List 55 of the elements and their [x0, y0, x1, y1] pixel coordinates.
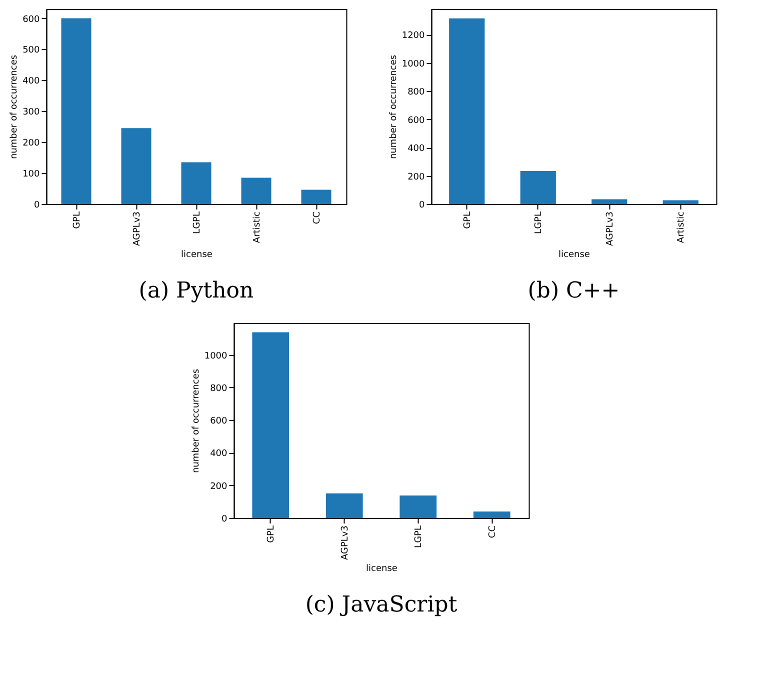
x-tick-label: GPL: [266, 526, 277, 543]
x-tick-label: AGPLv3: [340, 526, 350, 560]
bar: [326, 493, 363, 518]
y-tick-label: 300: [22, 108, 40, 118]
x-axis-title: license: [366, 564, 398, 574]
y-tick-label: 1000: [402, 59, 426, 70]
y-tick-label: 400: [210, 449, 228, 460]
x-tick-label: AGPLv3: [132, 212, 142, 246]
bar: [252, 332, 290, 518]
bar: [61, 18, 92, 204]
x-tick-label: AGPLv3: [605, 212, 616, 246]
y-tick-label: 500: [22, 46, 40, 56]
bar: [301, 190, 332, 204]
y-tick-label: 1000: [204, 351, 228, 362]
bar: [473, 511, 510, 518]
y-tick-label: 200: [408, 172, 426, 182]
y-axis-title: number of occurrences: [10, 54, 20, 160]
x-tick-label: LGPL: [414, 526, 424, 548]
bar: [662, 200, 698, 204]
bar: [400, 495, 437, 518]
x-tick-label: LGPL: [534, 212, 544, 234]
x-tick-label: GPL: [462, 212, 473, 229]
bar: [449, 18, 485, 204]
bar: [121, 128, 152, 204]
y-tick-label: 600: [210, 416, 228, 427]
y-tick-label: 1200: [402, 31, 426, 42]
y-tick-label: 0: [222, 514, 228, 524]
x-axis-title: license: [558, 250, 590, 260]
x-tick-label: Artistic: [252, 211, 262, 244]
y-tick-label: 0: [419, 200, 426, 210]
y-tick-label: 600: [408, 116, 426, 126]
y-axis-title: number of occurrences: [388, 54, 399, 160]
y-tick-label: 400: [22, 76, 40, 87]
x-axis-title: license: [181, 250, 213, 260]
x-tick-label: GPL: [72, 212, 82, 229]
bar: [592, 199, 628, 204]
y-tick-label: 200: [22, 138, 40, 149]
y-tick-label: 100: [22, 170, 40, 180]
y-tick-label: 0: [34, 200, 40, 210]
x-tick-label: CC: [488, 526, 498, 538]
x-tick-label: Artistic: [676, 211, 687, 244]
y-tick-label: 400: [408, 144, 426, 154]
y-tick-label: 800: [210, 384, 228, 394]
y-tick-label: 800: [408, 88, 426, 98]
text: (b) C++: [528, 278, 620, 304]
y-axis-title: number of occurrences: [191, 368, 202, 474]
text: (a) Python: [138, 278, 254, 304]
x-tick-label: LGPL: [192, 212, 202, 234]
x-tick-label: CC: [312, 212, 322, 224]
y-tick-label: 200: [210, 482, 228, 492]
bar: [181, 162, 212, 204]
y-tick-label: 600: [22, 14, 40, 25]
bar: [241, 178, 272, 204]
bar: [520, 170, 556, 204]
text: (c) JavaScript: [305, 592, 458, 618]
